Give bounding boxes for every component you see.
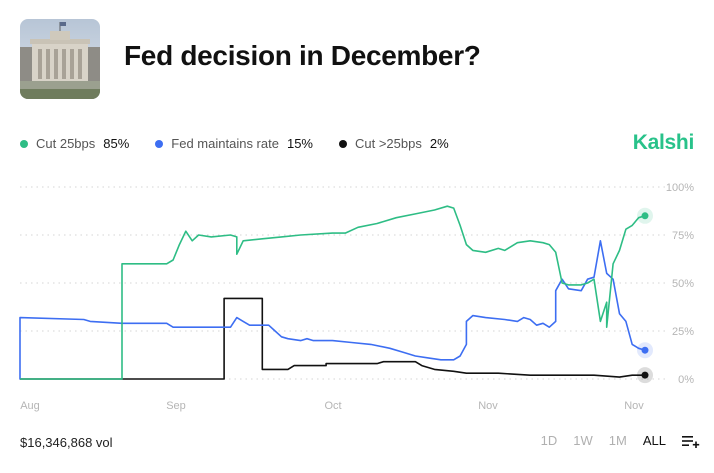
playlist-add-icon[interactable]	[682, 434, 700, 448]
legend-item-fed-maintains: Fed maintains rate 15%	[155, 136, 313, 151]
range-all-button[interactable]: ALL	[642, 433, 666, 448]
federal-reserve-building-photo	[20, 19, 100, 99]
series-end-point	[641, 371, 649, 379]
kalshi-logo[interactable]: Kalshi	[632, 131, 695, 154]
series-end-point	[641, 212, 649, 220]
market-title: Fed decision in December?	[124, 40, 481, 71]
y-tick-label: 25%	[672, 326, 694, 338]
x-tick-label: Sep	[166, 400, 186, 412]
y-tick-label: 0%	[678, 374, 694, 386]
chart-legend: Cut 25bps 85% Fed maintains rate 15% Cut…	[20, 136, 475, 151]
legend-item-cut-over-25bps: Cut >25bps 2%	[339, 136, 449, 151]
time-range-selector: 1D 1W 1M ALL	[525, 433, 700, 448]
y-tick-label: 50%	[672, 278, 694, 290]
legend-value: 85%	[103, 136, 130, 151]
volume-text: $16,346,868 vol	[20, 435, 113, 450]
price-history-chart[interactable]: 0% 25% 50% 75% 100% Aug Sep Oct Nov Nov	[0, 175, 714, 420]
legend-dot-icon	[20, 139, 28, 148]
legend-value: 2%	[429, 136, 449, 151]
series-line-0	[20, 205, 646, 380]
x-tick-label: Nov	[478, 400, 498, 412]
legend-value: 15%	[286, 136, 313, 151]
series-end-point	[641, 346, 649, 354]
y-tick-label: 100%	[666, 182, 694, 194]
y-tick-label: 75%	[672, 230, 694, 242]
x-tick-label: Aug	[20, 400, 40, 412]
legend-label: Fed maintains rate	[171, 136, 279, 151]
legend-label: Cut 25bps	[36, 136, 96, 151]
legend-dot-icon	[339, 139, 347, 148]
legend-dot-icon	[155, 139, 164, 148]
range-1d-button[interactable]: 1D	[540, 433, 558, 448]
series-line-1	[19, 240, 646, 380]
legend-item-cut-25bps: Cut 25bps 85%	[20, 136, 129, 151]
market-thumbnail	[20, 19, 100, 99]
series-line-2	[20, 297, 645, 380]
range-1w-button[interactable]: 1W	[573, 433, 593, 448]
range-1m-button[interactable]: 1M	[608, 433, 627, 448]
x-tick-label: Nov	[624, 400, 644, 412]
legend-label: Cut >25bps	[355, 136, 422, 151]
x-tick-label: Oct	[324, 400, 341, 412]
